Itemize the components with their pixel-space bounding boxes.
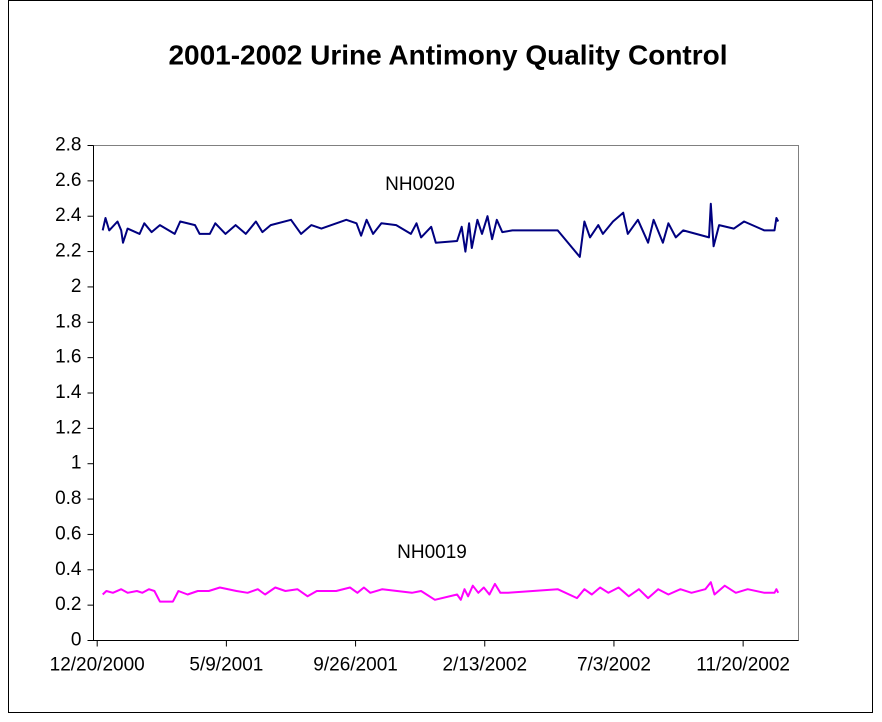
x-tick-label: 5/9/2001 xyxy=(189,655,263,676)
y-tick-label: 0.4 xyxy=(55,559,82,580)
x-tick-label: 9/26/2001 xyxy=(313,655,398,676)
y-tick-label: 2.4 xyxy=(55,205,82,226)
y-tick-label: 2.6 xyxy=(55,170,81,191)
x-tick-label: 12/20/2000 xyxy=(50,655,145,676)
y-tick-label: 0.8 xyxy=(55,488,81,509)
series-line xyxy=(101,202,780,258)
y-tick-label: 2.2 xyxy=(55,241,81,262)
x-tick-label: 2/13/2002 xyxy=(442,655,527,676)
y-tick-label: 1.2 xyxy=(55,417,81,438)
chart-title: 2001-2002 Urine Antimony Quality Control xyxy=(168,39,727,70)
y-tick-label: 0.2 xyxy=(55,594,81,615)
series-line xyxy=(102,581,780,603)
annotation: NH0019 xyxy=(397,542,467,563)
x-tick-label: 11/20/2002 xyxy=(696,655,790,676)
y-tick-label: 2.8 xyxy=(55,135,81,156)
annotation: NH0020 xyxy=(385,174,455,195)
y-tick-label: 1.6 xyxy=(55,347,81,368)
plot-area xyxy=(93,145,799,641)
y-tick-label: 0 xyxy=(71,630,82,651)
y-tick-label: 0.6 xyxy=(55,523,81,544)
y-tick-label: 2 xyxy=(71,276,82,297)
y-tick-label: 1 xyxy=(71,453,82,474)
y-tick-label: 1.4 xyxy=(55,382,82,403)
x-tick-label: 7/3/2002 xyxy=(577,655,651,676)
y-tick-label: 1.8 xyxy=(55,311,81,332)
